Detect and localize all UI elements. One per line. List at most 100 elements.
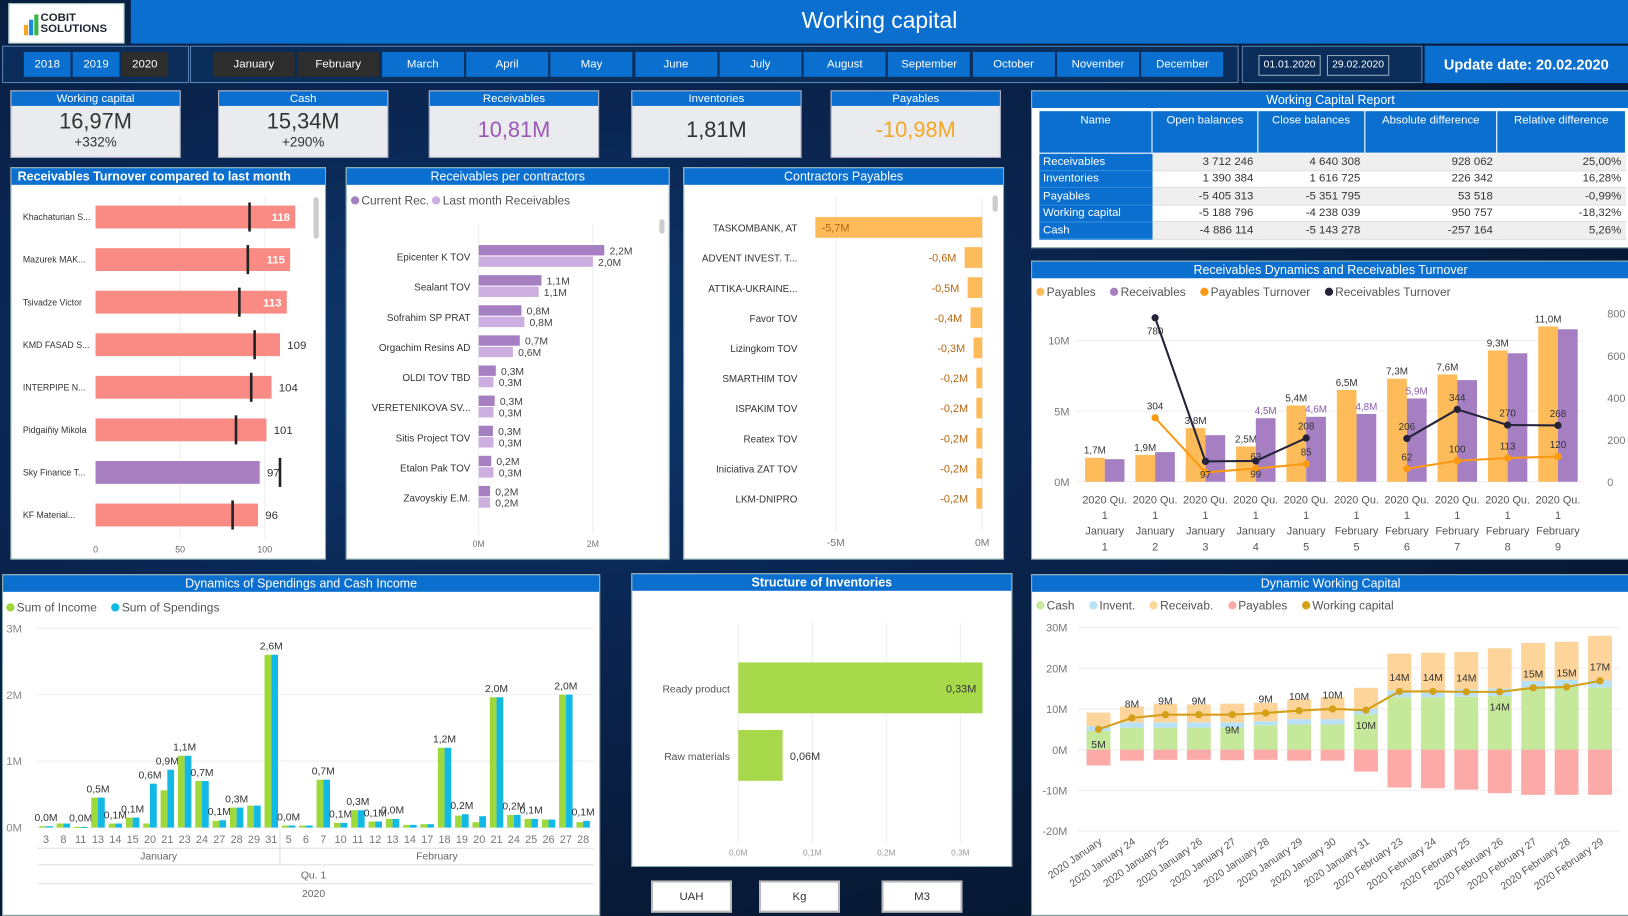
- bar-label: 0,7M: [190, 768, 213, 779]
- y-tick-label: 0M: [6, 823, 22, 835]
- category-label: ADVENT INVEST. T...: [702, 254, 798, 265]
- kpi-card-payables: Payables -10,98M: [830, 90, 1001, 158]
- unit-button-uah[interactable]: UAH: [651, 880, 733, 913]
- month-button-december[interactable]: December: [1141, 51, 1224, 77]
- year-button-2019[interactable]: 2019: [72, 51, 120, 77]
- bar-label: 0,0M: [277, 812, 300, 823]
- turnover-point: [1201, 457, 1210, 466]
- month-filter: January February March April May June July Augu…: [190, 45, 1239, 84]
- x-tick-label: 2020 Qu.: [1384, 495, 1429, 507]
- y-tick-label: 5M: [1054, 406, 1069, 418]
- category-label: LKM-DNIPRO: [736, 495, 798, 506]
- value-label: 0,3M: [499, 438, 522, 449]
- scrollbar[interactable]: [992, 195, 998, 212]
- bar-cash: [1120, 727, 1144, 750]
- table-row[interactable]: Payables -5 405 313 -5 351 795 53 518 -0,99%: [1038, 187, 1626, 206]
- legend-item[interactable]: Sum of Income: [6, 602, 97, 615]
- table-row[interactable]: Inventories 1 390 384 1 616 725 226 342 16,2…: [1038, 170, 1626, 188]
- bar-income: [177, 755, 185, 828]
- bar-income: [541, 819, 549, 828]
- bar-spendings: [98, 797, 105, 828]
- bar: [973, 337, 983, 359]
- legend-item[interactable]: Payables Turnover: [1200, 287, 1310, 299]
- bar-spendings: [357, 810, 365, 828]
- bar-invent: [1186, 722, 1211, 728]
- turnover-label: 304: [1147, 402, 1164, 413]
- month-button-november[interactable]: November: [1056, 51, 1140, 77]
- table-row[interactable]: Working capital -5 188 796 -4 238 039 950 7…: [1038, 204, 1626, 223]
- legend-item[interactable]: Last month Receivables: [432, 195, 570, 208]
- turnover-label: 62: [1401, 452, 1412, 463]
- x-tick-label: February: [1486, 526, 1530, 538]
- month-button-january[interactable]: January: [212, 51, 295, 77]
- date-from-input[interactable]: 01.01.2020: [1258, 55, 1321, 76]
- legend-item[interactable]: Receivables Turnover: [1324, 287, 1451, 299]
- kpi-title: Cash: [219, 91, 388, 106]
- bar-label: 0,3M: [225, 794, 248, 805]
- turnover-label: 97: [1200, 470, 1211, 481]
- month-button-may[interactable]: May: [550, 51, 633, 77]
- bar-spendings: [305, 825, 313, 828]
- legend-item[interactable]: Current Rec.: [350, 195, 429, 208]
- bar-label: 1,9M: [1134, 443, 1156, 454]
- kpi-value: 10,81M: [477, 118, 551, 143]
- value-label: 0,8M: [530, 318, 553, 329]
- bar-payables: [1120, 749, 1144, 761]
- legend-item[interactable]: Invent.: [1089, 600, 1135, 613]
- month-button-march[interactable]: March: [381, 51, 464, 77]
- bar-payables: [1387, 749, 1412, 788]
- legend-item[interactable]: Receivab.: [1149, 600, 1213, 613]
- bar-payables: [1186, 749, 1211, 760]
- x-tick-label: 2020 Qu.: [1334, 495, 1379, 507]
- legend-item[interactable]: Working capital: [1301, 600, 1394, 613]
- x-tick-label: 100: [257, 544, 272, 554]
- scrollbar[interactable]: [313, 197, 319, 239]
- scrollbar[interactable]: [659, 219, 665, 234]
- value-label: 0,2M: [496, 457, 519, 468]
- bar-income: [316, 779, 324, 828]
- bar-current: [478, 455, 492, 467]
- month-button-april[interactable]: April: [466, 51, 549, 77]
- bar-income: [160, 790, 168, 828]
- bar-label: 0,1M: [520, 806, 543, 817]
- unit-button-kg[interactable]: Kg: [758, 880, 840, 913]
- legend-item[interactable]: Sum of Spendings: [111, 602, 219, 615]
- receivables-turnover-panel: Receivables Turnover compared to last mo…: [10, 167, 327, 560]
- category-label: ATTIKA-UKRAINE...: [708, 284, 797, 295]
- category-label: Reatex TOV: [744, 434, 798, 445]
- unit-button-m3[interactable]: M3: [881, 880, 963, 913]
- turnover-point: [1554, 452, 1562, 461]
- category-label: ISPAKIM TOV: [735, 404, 797, 415]
- bar-cash: [1588, 687, 1612, 750]
- table-cell: -5 143 278: [1257, 221, 1365, 240]
- turnover-point: [1503, 421, 1512, 429]
- year-button-2018[interactable]: 2018: [23, 51, 71, 77]
- bar-income: [264, 654, 272, 828]
- year-button-2020[interactable]: 2020: [121, 51, 169, 77]
- legend-dot-icon: [432, 196, 441, 205]
- bar-payables: [1437, 374, 1458, 482]
- table-cell: Cash: [1038, 221, 1153, 240]
- legend-item[interactable]: Payables: [1036, 287, 1096, 299]
- table-row[interactable]: Receivables 3 712 246 4 640 308 928 062 25,0…: [1038, 153, 1626, 171]
- bar-receivab: [1454, 651, 1479, 690]
- legend-item[interactable]: Cash: [1036, 600, 1074, 613]
- working-capital-point: [1161, 711, 1170, 719]
- month-button-february[interactable]: February: [297, 51, 380, 77]
- turnover-line-segment: [1406, 408, 1458, 440]
- working-capital-label: 10M: [1356, 721, 1376, 732]
- month-button-june[interactable]: June: [634, 51, 717, 77]
- month-button-september[interactable]: September: [888, 51, 971, 77]
- legend-item[interactable]: Receivables: [1110, 287, 1186, 299]
- x-tick-label: 14: [404, 834, 416, 846]
- month-button-august[interactable]: August: [803, 51, 886, 77]
- legend-item[interactable]: Payables: [1227, 600, 1287, 613]
- category-label: TASKOMBANK, AT: [713, 224, 798, 235]
- table-row[interactable]: Cash -4 886 114 -5 143 278 -257 164 5,26%: [1038, 221, 1626, 240]
- bar-income: [385, 818, 393, 828]
- date-to-input[interactable]: 29.02.2020: [1326, 55, 1390, 76]
- month-button-july[interactable]: July: [719, 51, 802, 77]
- x-tick-label: 1: [1404, 510, 1410, 522]
- y-tick-label: 3M: [6, 623, 22, 635]
- month-button-october[interactable]: October: [972, 51, 1055, 77]
